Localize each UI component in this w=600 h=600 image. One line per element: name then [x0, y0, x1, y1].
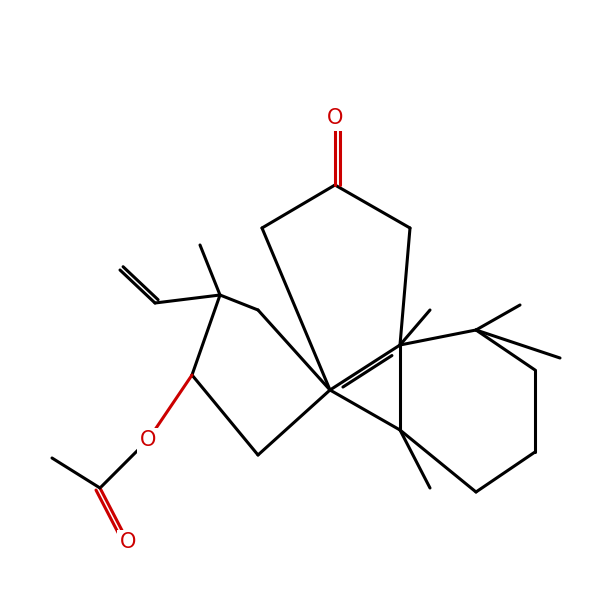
Text: O: O [327, 108, 343, 128]
Text: O: O [120, 532, 136, 552]
Text: O: O [140, 430, 156, 450]
